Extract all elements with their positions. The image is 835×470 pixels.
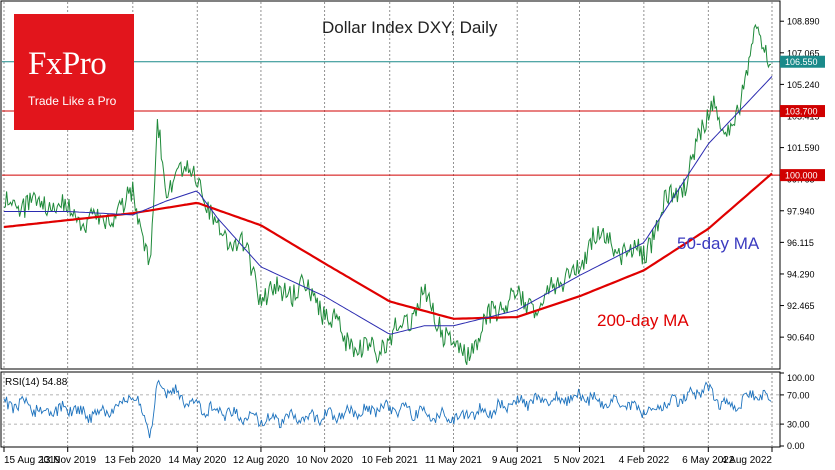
- x-tick-label: 15 Aug 2019: [4, 455, 61, 466]
- annotation-50-day-ma: 50-day MA: [677, 234, 760, 253]
- y-tick-label: 105.240: [787, 80, 820, 90]
- logo-wordmark: FxPro: [28, 46, 107, 82]
- frame-layer: [0, 0, 781, 448]
- x-tick-label: 14 May 2020: [168, 455, 226, 466]
- grid-layer: [3, 2, 773, 446]
- rsi-layer: [2, 379, 780, 439]
- level-price-label: 106.550: [785, 57, 818, 67]
- price-series: [3, 23, 772, 365]
- chart-title: Dollar Index DXY, Daily: [322, 18, 498, 37]
- x-tick-label: 5 Nov 2021: [554, 455, 606, 466]
- x-tick-label: 4 Aug 2022: [721, 455, 772, 466]
- level-price-label: 100.000: [785, 171, 818, 181]
- level-price-tag: [780, 169, 825, 182]
- ma-200-series: [3, 172, 773, 320]
- x-tick-label: 11 May 2021: [425, 455, 483, 466]
- level-price-tag: [780, 105, 825, 118]
- y-tick-label: 94.290: [787, 269, 815, 279]
- x-tick-label: 13 Feb 2020: [105, 455, 162, 466]
- y-tick-label: 96.115: [787, 238, 814, 248]
- rsi-y-tick-label: 30.00: [787, 420, 810, 430]
- x-tick-label: 10 Feb 2021: [362, 455, 419, 466]
- y-tick-label: 108.890: [787, 17, 820, 27]
- y-tick-label: 92.465: [787, 301, 815, 311]
- y-tick-label: 101.590: [787, 143, 820, 153]
- fxpro-logo: FxPro Trade Like a Pro: [14, 14, 134, 130]
- x-tick-label: 4 Feb 2022: [619, 455, 670, 466]
- x-tick-label: 6 May 2022: [682, 455, 735, 466]
- rsi-title: RSI(14) 54.88: [5, 377, 68, 388]
- level-price-label: 103.700: [785, 107, 818, 117]
- annotation-200-day-ma: 200-day MA: [597, 311, 689, 330]
- rsi-y-tick-label: 100.00: [787, 373, 815, 383]
- level-price-tag: [780, 55, 825, 68]
- y-tick-label: 107.065: [787, 48, 820, 58]
- y-tick-label: 97.940: [787, 206, 815, 216]
- x-tick-label: 12 Aug 2020: [233, 455, 290, 466]
- x-tick-label: 13 Nov 2019: [39, 455, 96, 466]
- rsi-y-tick-label: 70.00: [787, 390, 810, 400]
- y-tick-label: 90.640: [787, 333, 815, 343]
- x-tick-label: 9 Aug 2021: [492, 455, 543, 466]
- ma-50-series: [4, 76, 773, 335]
- logo-tagline: Trade Like a Pro: [28, 94, 117, 108]
- rsi-series: [3, 379, 772, 439]
- x-tick-label: 10 Nov 2020: [296, 455, 353, 466]
- series-layer: [3, 23, 773, 365]
- rsi-y-tick-label: 0.00: [787, 441, 805, 451]
